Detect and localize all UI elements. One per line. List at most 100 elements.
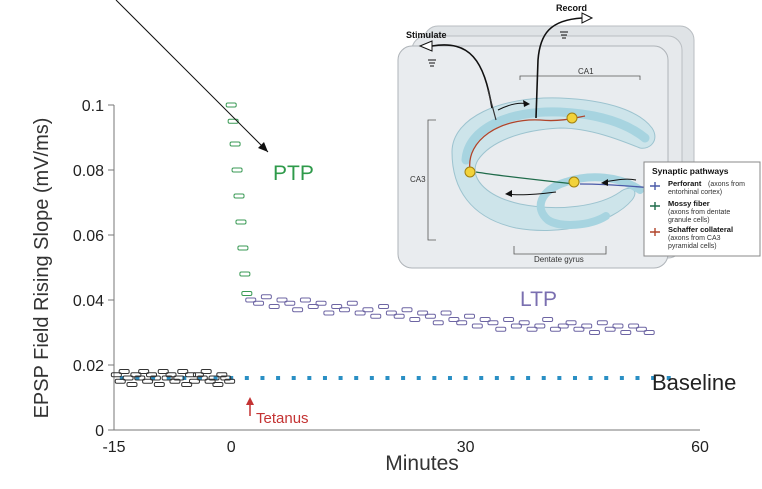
annotation-ptp: PTP xyxy=(273,162,314,185)
ptp-pointer-arrow xyxy=(115,0,269,153)
baseline-point xyxy=(463,376,468,380)
label-record: Record xyxy=(556,3,587,13)
pre-tetanus-point xyxy=(177,369,189,374)
ltp-point xyxy=(253,300,265,306)
pre-tetanus-point xyxy=(134,375,146,381)
ptp-point xyxy=(227,118,239,124)
ltp-point xyxy=(635,326,647,332)
ltp-point xyxy=(338,307,350,313)
baseline-point xyxy=(276,376,281,380)
ltp-point xyxy=(487,320,499,326)
baseline-point xyxy=(541,376,546,380)
ltp-point xyxy=(424,313,436,319)
pre-tetanus-point xyxy=(212,382,224,387)
baseline-point xyxy=(432,376,437,380)
baseline-point xyxy=(369,376,374,380)
label-dentate-gyrus: Dentate gyrus xyxy=(534,255,584,264)
data-marks xyxy=(110,102,671,387)
ltp-point xyxy=(542,317,554,322)
legend-mossy-desc2: granule cells) xyxy=(668,217,710,224)
baseline-point xyxy=(244,376,249,380)
baseline-point xyxy=(666,376,671,380)
legend-title: Synaptic pathways xyxy=(652,166,729,176)
legend-perforant-desc1: (axons from xyxy=(708,181,745,188)
pre-tetanus-point xyxy=(149,375,161,381)
ltp-point xyxy=(510,323,522,329)
baseline-point xyxy=(510,376,515,380)
mossy-fiber-neuron-icon xyxy=(650,202,660,210)
pre-tetanus-point xyxy=(169,378,181,384)
ltp-point xyxy=(440,310,452,316)
baseline-point xyxy=(151,376,156,380)
mossy-fiber-path xyxy=(475,171,575,185)
legend-perforant-name: Perforant xyxy=(668,179,702,188)
ptp-pointer-arrowhead xyxy=(258,142,268,152)
y-tick-label: 0.08 xyxy=(73,163,104,180)
pre-tetanus-point xyxy=(200,369,212,374)
ptp-point xyxy=(235,219,247,225)
ltp-point xyxy=(557,323,569,329)
pre-tetanus-point xyxy=(185,372,197,378)
baseline-point xyxy=(588,376,593,380)
baseline-point xyxy=(526,376,531,380)
tetanus-arrowhead xyxy=(246,397,254,405)
ca3-pyramidal-neuron-icon xyxy=(464,166,476,178)
baseline-point xyxy=(260,376,265,380)
legend-schaffer-desc1: (axons from CA3 xyxy=(668,235,721,242)
ltp-point xyxy=(284,300,296,306)
legend-item-mossy-fiber: Mossy fiber (axons from dentate granule … xyxy=(650,199,730,224)
y-tick-label: 0.04 xyxy=(73,293,104,310)
baseline-point xyxy=(307,376,312,380)
perforant-neuron-icon xyxy=(650,182,660,190)
ltp-point xyxy=(565,320,577,326)
legend-schaffer-desc2: pyramidal cells) xyxy=(668,243,717,250)
ptp-point xyxy=(231,167,243,173)
ltp-point xyxy=(370,313,382,319)
ltp-point xyxy=(526,326,538,332)
ltp-point xyxy=(315,300,327,306)
schaffer-neuron-icon xyxy=(650,228,660,236)
dentate-bracket xyxy=(513,246,607,255)
baseline-point xyxy=(385,376,390,380)
baseline-point xyxy=(416,376,421,380)
legend-schaffer-name: Schaffer collateral xyxy=(668,225,733,234)
baseline-point xyxy=(166,376,171,380)
ltp-point xyxy=(276,297,288,303)
granule-cell-neuron-icon xyxy=(568,176,580,188)
pre-tetanus-point xyxy=(165,372,177,378)
pre-tetanus-point xyxy=(224,378,236,384)
synaptic-pathways-legend-box xyxy=(643,161,761,257)
y-tick-label: 0.1 xyxy=(82,98,104,115)
ltp-point xyxy=(604,326,616,332)
legend-item-schaffer: Schaffer collateral (axons from CA3 pyra… xyxy=(650,225,733,250)
ptp-point xyxy=(239,271,251,277)
baseline-point xyxy=(651,376,656,380)
baseline-point xyxy=(119,376,124,380)
ltp-point xyxy=(549,326,561,332)
inset-hippocampus-diagram: CA1 CA3 Dentate gyrus Stimulate Record xyxy=(397,3,761,269)
stimulate-probe-icon xyxy=(418,40,433,52)
ltp-point xyxy=(378,304,390,309)
pre-tetanus-point xyxy=(146,372,158,378)
pre-tetanus-point xyxy=(118,369,130,374)
baseline-point xyxy=(557,376,562,380)
ltp-point xyxy=(385,310,397,316)
ca1-pyramidal-neuron-icon xyxy=(566,112,578,124)
pre-tetanus-point xyxy=(138,369,150,374)
legend-mossy-desc1: (axons from dentate xyxy=(668,209,730,216)
x-tick-label: 60 xyxy=(691,439,709,456)
x-tick-label: 30 xyxy=(457,439,475,456)
dentate-granule-layer xyxy=(536,173,644,229)
label-ca3: CA3 xyxy=(410,175,426,184)
ltp-point xyxy=(596,320,608,326)
ltp-point xyxy=(331,304,343,309)
baseline-point xyxy=(197,376,202,380)
x-axis-title: Minutes xyxy=(385,452,459,475)
pre-tetanus-point xyxy=(216,372,228,378)
x-tick-label: -15 xyxy=(102,439,125,456)
baseline-point xyxy=(338,376,343,380)
ptp-point xyxy=(229,141,241,147)
baseline-point xyxy=(322,376,327,380)
ltp-point xyxy=(628,323,640,329)
